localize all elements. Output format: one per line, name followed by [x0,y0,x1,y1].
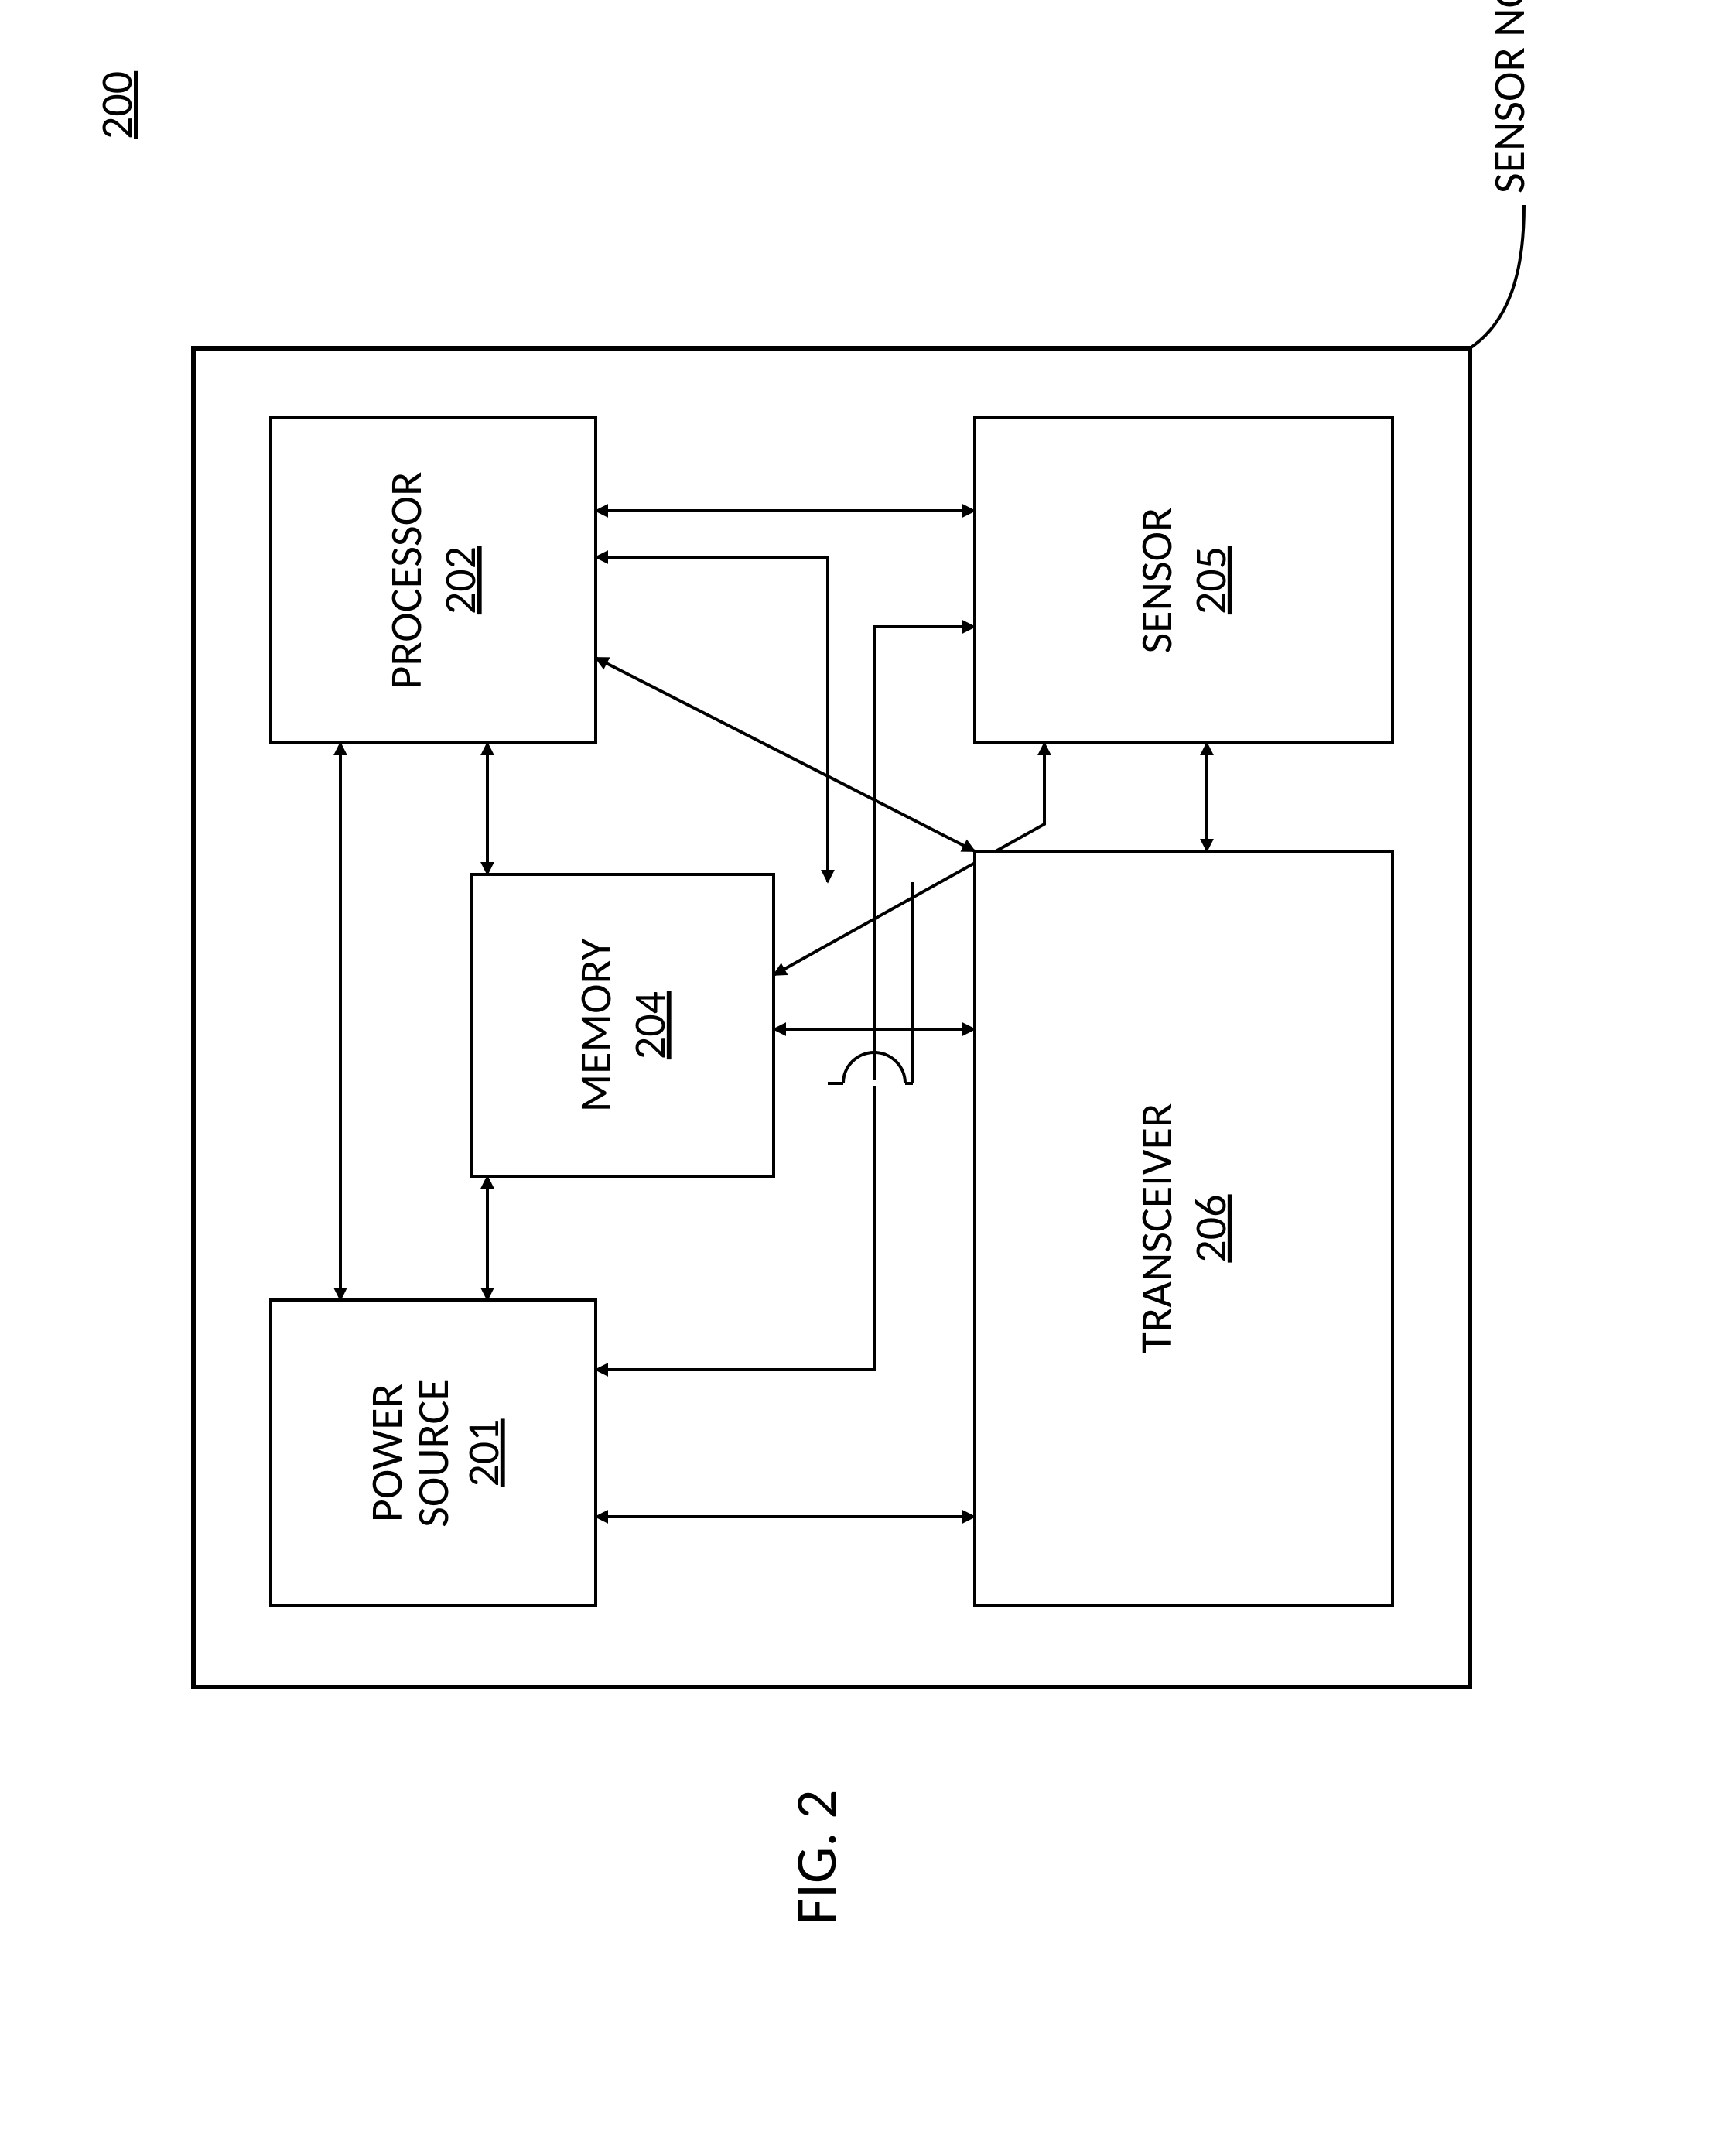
leader-line [1470,205,1524,348]
figure-ref: 200 [89,71,144,139]
processor-ref: 202 [432,546,487,614]
outer-label: SENSOR NODE (e.g., 101-104) [1481,0,1536,193]
transceiver-title: TRANSCEIVER [1129,1103,1184,1354]
memory-ref: 204 [622,991,677,1059]
power-block: POWERSOURCE201 [271,1300,596,1606]
sensor-ref: 205 [1183,546,1238,614]
sensor-block: SENSOR205 [975,418,1393,743]
processor-title: PROCESSOR [378,471,433,689]
transceiver-block: TRANSCEIVER206 [975,851,1393,1606]
transceiver-ref: 206 [1183,1194,1238,1262]
figure-caption: FIG. 2 [781,1790,852,1925]
memory-block: MEMORY204 [472,874,774,1176]
power-ref: 201 [456,1418,511,1487]
memory-title: MEMORY [568,938,623,1113]
power-title-line2: SOURCE [405,1378,460,1528]
sensor-title: SENSOR [1129,508,1184,654]
processor-block: PROCESSOR202 [271,418,596,743]
